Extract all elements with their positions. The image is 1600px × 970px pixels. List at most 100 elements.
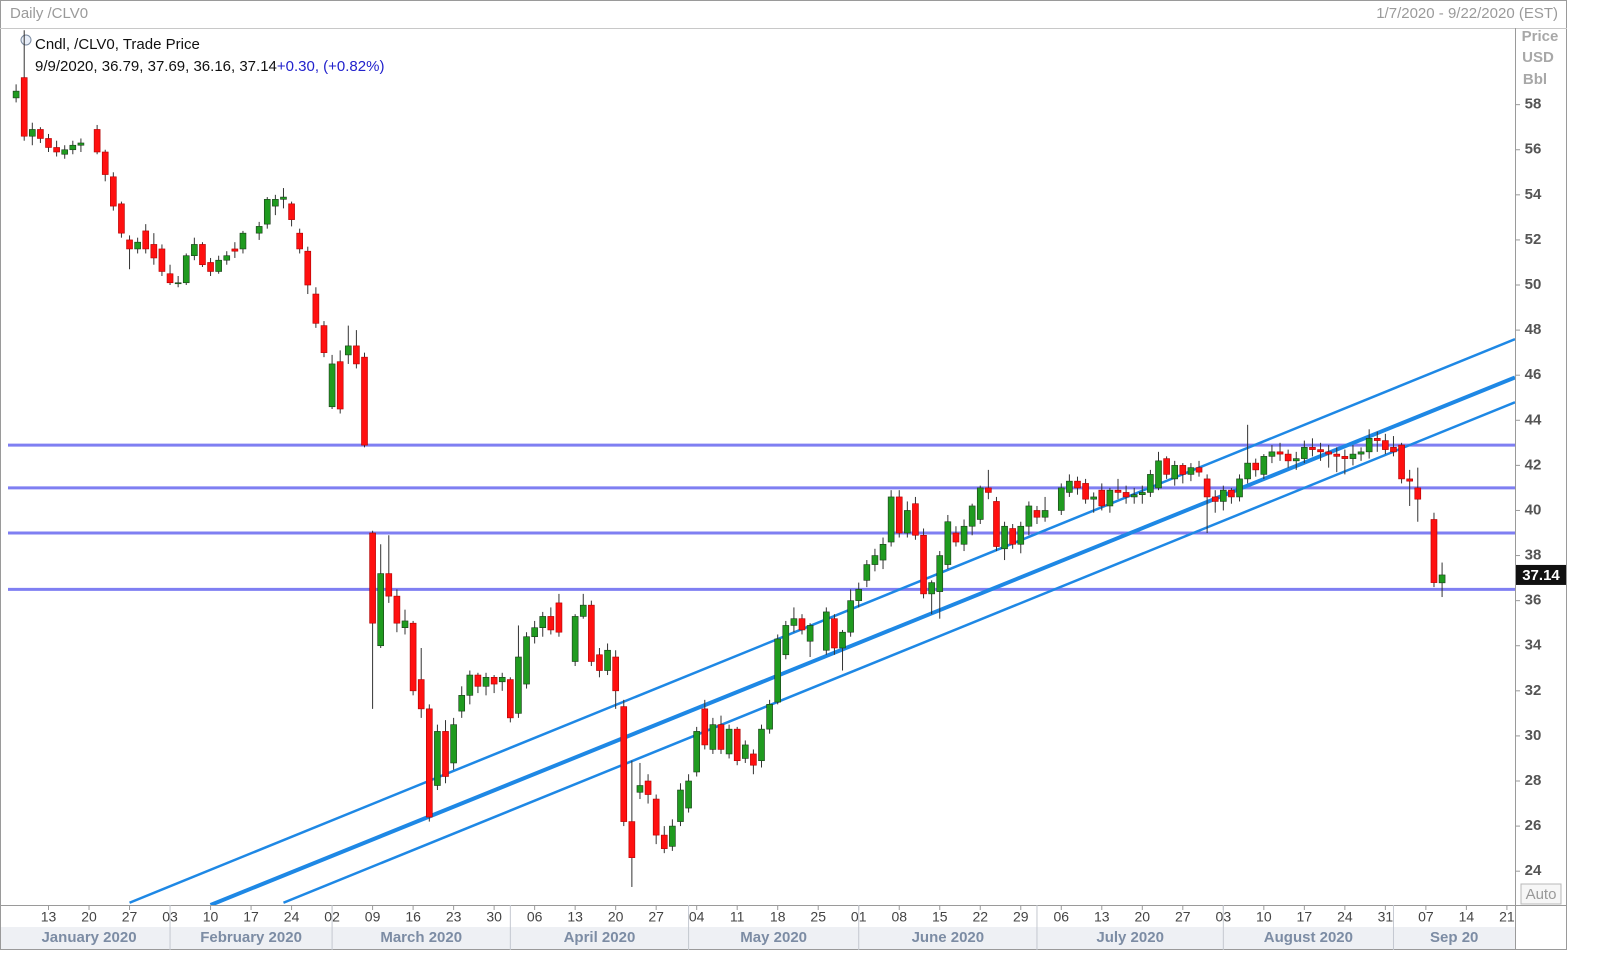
- x-tick-label: 20: [81, 909, 97, 925]
- y-tick-label: 56: [1525, 141, 1542, 158]
- y-axis-label: USD: [1522, 49, 1554, 66]
- candle-body: [377, 573, 384, 647]
- x-tick-label: 13: [1094, 909, 1110, 925]
- candle-body: [280, 196, 287, 200]
- candle-body: [944, 521, 952, 565]
- candle-body: [1082, 483, 1089, 500]
- candle-body: [1139, 492, 1146, 495]
- candle-body: [53, 147, 60, 153]
- candle-body: [806, 625, 814, 642]
- month-label: March 2020: [380, 929, 462, 946]
- legend-line: 9/9/2020, 36.79, 37.69, 36.16, 37.14+0.3…: [35, 58, 384, 75]
- candle-body: [1349, 453, 1357, 459]
- candle-body: [69, 144, 77, 151]
- y-tick-label: 40: [1525, 501, 1542, 518]
- x-tick-label: 17: [1297, 909, 1313, 925]
- x-tick-label: 16: [405, 909, 421, 925]
- candle-body: [766, 704, 773, 730]
- candle-body: [1357, 451, 1365, 455]
- candle-body: [798, 618, 806, 631]
- candle-body: [369, 532, 376, 624]
- candle-body: [912, 503, 919, 536]
- x-tick-label: 17: [243, 909, 259, 925]
- candle-body: [725, 728, 733, 755]
- candle-body: [1317, 449, 1324, 453]
- auto-button-box[interactable]: [1520, 883, 1562, 905]
- auto-button-label[interactable]: Auto: [1526, 886, 1557, 903]
- candle-body: [37, 129, 44, 139]
- x-tick-label: 29: [1013, 909, 1029, 925]
- candle-body: [482, 676, 490, 687]
- candle-body: [531, 627, 538, 638]
- candle-body: [1098, 489, 1106, 507]
- legend-icon: [20, 34, 32, 46]
- candle-body: [1106, 489, 1114, 507]
- candle-body: [1066, 480, 1073, 493]
- candle-body: [29, 129, 36, 137]
- candle-body: [1390, 447, 1397, 453]
- x-tick-label: 11: [730, 909, 745, 925]
- candle-body: [231, 248, 239, 252]
- candle-body: [1398, 444, 1405, 480]
- candle-body: [920, 534, 927, 595]
- candle-body: [1090, 496, 1097, 500]
- candle-body: [620, 706, 628, 822]
- candle-body: [450, 724, 457, 764]
- candle-body: [1195, 467, 1203, 473]
- candle-body: [1179, 465, 1187, 475]
- candle-body: [199, 244, 206, 266]
- candle-body: [385, 573, 393, 597]
- x-tick-label: 06: [527, 909, 543, 925]
- candle-body: [790, 618, 798, 626]
- candle-body: [320, 325, 328, 353]
- candle-body: [976, 487, 984, 520]
- chart-title: Daily /CLV0: [10, 5, 88, 22]
- x-tick-label: 27: [648, 909, 664, 925]
- month-label: July 2020: [1096, 929, 1164, 946]
- candle-body: [20, 77, 28, 137]
- legend-change: +0.30, (+0.82%): [277, 58, 385, 75]
- candle-body: [1122, 492, 1130, 498]
- y-tick-label: 50: [1525, 276, 1542, 293]
- candle-body: [166, 273, 174, 284]
- candle-body: [474, 674, 482, 687]
- candle-body: [1147, 474, 1154, 493]
- month-label: Sep 20: [1430, 929, 1478, 946]
- candle-body: [1171, 465, 1179, 480]
- candle-body: [1373, 438, 1381, 441]
- month-label: May 2020: [740, 929, 807, 946]
- x-tick-label: 24: [1337, 909, 1353, 925]
- candle-body: [207, 262, 214, 272]
- candle-body: [1041, 510, 1049, 518]
- x-tick-label: 08: [891, 909, 907, 925]
- candle-body: [458, 695, 466, 712]
- candle-body: [1341, 456, 1349, 459]
- candle-body: [523, 636, 530, 685]
- auto-button[interactable]: Auto: [1520, 883, 1562, 905]
- candle-body: [895, 496, 903, 534]
- candle-body: [604, 649, 611, 671]
- x-tick-label: 14: [1459, 909, 1475, 925]
- x-tick-label: 15: [932, 909, 948, 925]
- candle-body: [490, 676, 498, 685]
- candle-body: [191, 244, 198, 257]
- candle-body: [1033, 510, 1041, 518]
- candle-body: [1382, 440, 1389, 450]
- candle-body: [993, 501, 1000, 547]
- x-tick-label: 09: [365, 909, 381, 925]
- candle-body: [328, 363, 336, 408]
- x-tick-label: 10: [203, 909, 219, 925]
- candle-body: [758, 728, 765, 762]
- candle-body: [952, 532, 960, 543]
- candle-body: [612, 656, 619, 692]
- x-tick-label: 31: [1378, 909, 1394, 925]
- candle-body: [579, 604, 587, 617]
- candle-body: [361, 356, 368, 446]
- x-tick-label: 21: [1499, 909, 1515, 925]
- candle-body: [263, 199, 271, 225]
- candle-body: [596, 654, 603, 671]
- candle-body: [741, 744, 749, 759]
- candle-body: [61, 149, 69, 155]
- candle-body: [288, 203, 295, 220]
- plot: [8, 30, 1515, 905]
